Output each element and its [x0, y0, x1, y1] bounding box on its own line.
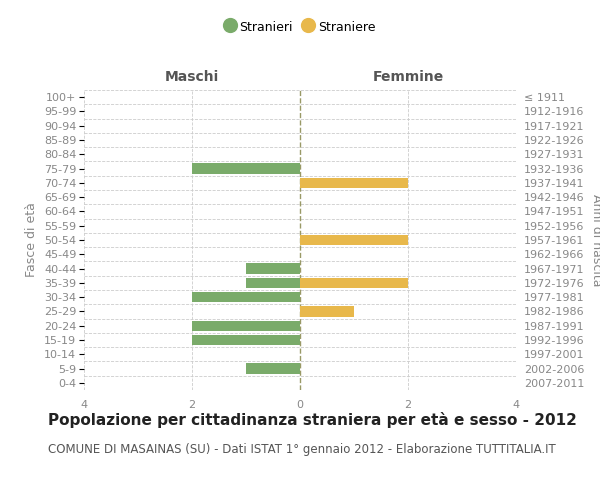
- Bar: [192, 164, 300, 173]
- Bar: [246, 264, 300, 274]
- Text: COMUNE DI MASAINAS (SU) - Dati ISTAT 1° gennaio 2012 - Elaborazione TUTTITALIA.I: COMUNE DI MASAINAS (SU) - Dati ISTAT 1° …: [48, 442, 556, 456]
- Text: Femmine: Femmine: [373, 70, 443, 84]
- Text: Popolazione per cittadinanza straniera per età e sesso - 2012: Popolazione per cittadinanza straniera p…: [48, 412, 577, 428]
- Y-axis label: Fasce di età: Fasce di età: [25, 202, 38, 278]
- Bar: [246, 364, 300, 374]
- Bar: [192, 335, 300, 345]
- Bar: [300, 235, 408, 245]
- Bar: [192, 292, 300, 302]
- Bar: [300, 278, 408, 288]
- Text: Maschi: Maschi: [165, 70, 219, 84]
- Bar: [300, 306, 354, 316]
- Y-axis label: Anni di nascita: Anni di nascita: [590, 194, 600, 286]
- Bar: [192, 320, 300, 331]
- Bar: [246, 278, 300, 288]
- Bar: [300, 178, 408, 188]
- Legend: Stranieri, Straniere: Stranieri, Straniere: [221, 16, 379, 38]
